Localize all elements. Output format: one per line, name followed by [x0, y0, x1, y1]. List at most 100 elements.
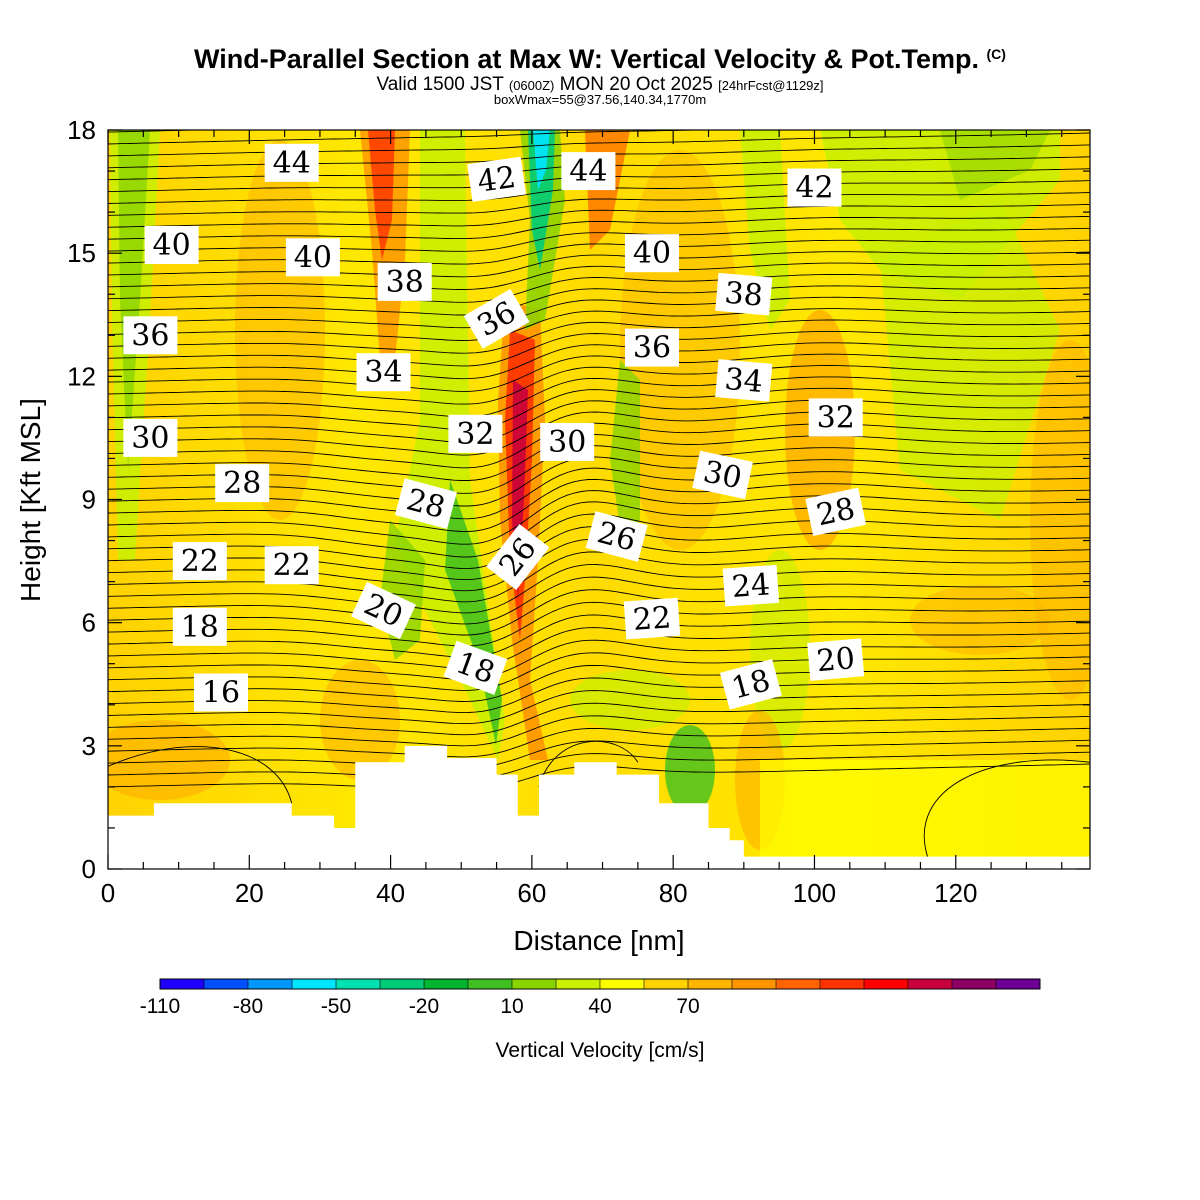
theta-label: 34: [356, 353, 411, 392]
theta-label: 42: [787, 168, 842, 207]
theta-label-text: 40: [633, 236, 671, 271]
theta-label-text: 36: [131, 318, 169, 353]
theta-label-text: 36: [633, 331, 671, 366]
theta-contour-line: [108, 97, 1090, 120]
y-axis-label: Height [Kft MSL]: [15, 398, 46, 602]
colorbar-swatch: [512, 979, 557, 989]
colorbar-swatch: [952, 979, 997, 989]
theta-label-box: [144, 226, 199, 264]
colorbar-swatch: [820, 979, 865, 989]
theta-label-box: [463, 288, 530, 349]
theta-contour-line: [108, 285, 1090, 316]
theta-label-text: 22: [632, 600, 673, 638]
theta-label: 16: [194, 673, 248, 712]
colorbar-swatch: [380, 979, 425, 989]
theta-label: 22: [623, 597, 681, 640]
chart-valid-time: Valid 1500 JST (0600Z) MON 20 Oct 2025 […: [376, 74, 824, 95]
theta-label: 20: [807, 638, 865, 681]
theta-label-text: 20: [815, 641, 856, 679]
theta-label: 34: [715, 359, 773, 402]
theta-contour-line: [108, 456, 1090, 507]
theta-contour-line: [108, 227, 1090, 252]
theta-label-box: [356, 353, 411, 392]
theta-label-text: 44: [569, 154, 607, 189]
theta-contour-line: [108, 576, 1090, 625]
theta-label-box: [467, 156, 526, 202]
theta-contour-line: [108, 445, 1090, 494]
theta-label: 40: [144, 226, 199, 264]
theta-contour-line: [108, 639, 1090, 680]
y-tick-label: 6: [82, 608, 96, 638]
colorbar-swatch: [776, 979, 821, 989]
theta-contour-line: [108, 501, 1090, 558]
colorbar-tick-label: -50: [321, 995, 351, 1018]
theta-label: 18: [172, 607, 227, 646]
theta-contour-line: [108, 652, 1090, 691]
colorbar-swatch: [336, 979, 381, 989]
theta-contour-line: [108, 376, 1090, 418]
x-tick-label: 120: [934, 878, 977, 908]
theta-label-box: [377, 262, 432, 301]
theta-label-box: [805, 487, 867, 536]
theta-label: 36: [625, 328, 679, 367]
theta-label-text: 42: [795, 171, 833, 206]
theta-contour-line: [108, 564, 1090, 614]
theta-label-text: 40: [294, 240, 332, 275]
theta-contour-line: [108, 251, 1090, 278]
colorbar-tick-label: -80: [233, 995, 263, 1018]
theta-label: 30: [540, 423, 595, 461]
y-tick-label: 9: [82, 485, 96, 515]
theta-label-text: 30: [548, 425, 586, 460]
theta-label: 22: [264, 546, 319, 585]
theta-label: 40: [625, 234, 679, 273]
theta-contour-line: [108, 490, 1090, 545]
theta-contour-line: [108, 677, 1090, 714]
theta-label-box: [172, 542, 227, 581]
theta-contour-line: [108, 387, 1090, 431]
theta-label-text: 40: [153, 228, 191, 263]
theta-label-box: [123, 418, 178, 457]
theta-contour-line: [108, 422, 1090, 469]
colorbar-tick-label: -110: [140, 995, 180, 1018]
colorbar-swatch: [908, 979, 953, 989]
theta-label: 28: [215, 464, 270, 503]
colorbar-swatch: [424, 979, 469, 989]
theta-contour-line: [108, 601, 1090, 647]
colorbar-tick-label: 40: [588, 995, 611, 1018]
theta-label-box: [807, 638, 865, 681]
colorbar-tick-label: -20: [409, 995, 439, 1018]
colorbar-swatch: [160, 979, 205, 989]
colorbar-swatch: [996, 979, 1041, 989]
theta-contour-line: [108, 130, 713, 145]
theta-label-box: [486, 524, 550, 590]
colorbar-swatch: [468, 979, 513, 989]
theta-label-text: 30: [700, 454, 745, 496]
theta-label-box: [123, 316, 178, 355]
theta-contour-line: [108, 614, 1090, 658]
theta-label-text: 28: [813, 491, 858, 533]
theta-contour-line: [108, 215, 1090, 240]
theta-label-box: [443, 640, 508, 695]
terrain: [108, 745, 1090, 869]
theta-label: 26: [585, 511, 648, 562]
theta-label-text: 34: [364, 355, 402, 390]
colorbar-swatch: [556, 979, 601, 989]
theta-contour-line: [923, 759, 1090, 857]
theta-label-box: [715, 359, 773, 402]
y-tick-label: 3: [82, 731, 96, 761]
theta-label-box: [625, 234, 679, 273]
y-tick-label: 12: [67, 361, 96, 391]
theta-label: 32: [808, 398, 863, 437]
theta-label: 40: [285, 238, 340, 277]
theta-label: 42: [467, 156, 526, 202]
theta-contour-line: [108, 342, 1090, 380]
theta-label-box: [561, 152, 616, 191]
theta-label-text: 32: [456, 417, 494, 452]
theta-contour-line: [108, 751, 1090, 780]
theta-label-text: 38: [386, 265, 424, 300]
theta-contour-line: [108, 399, 1090, 443]
x-axis: 0 20 40 60 80 100 120: [101, 130, 1063, 908]
x-axis-label: Distance [nm]: [513, 925, 684, 956]
colorbar-tick-label: 10: [500, 995, 523, 1018]
